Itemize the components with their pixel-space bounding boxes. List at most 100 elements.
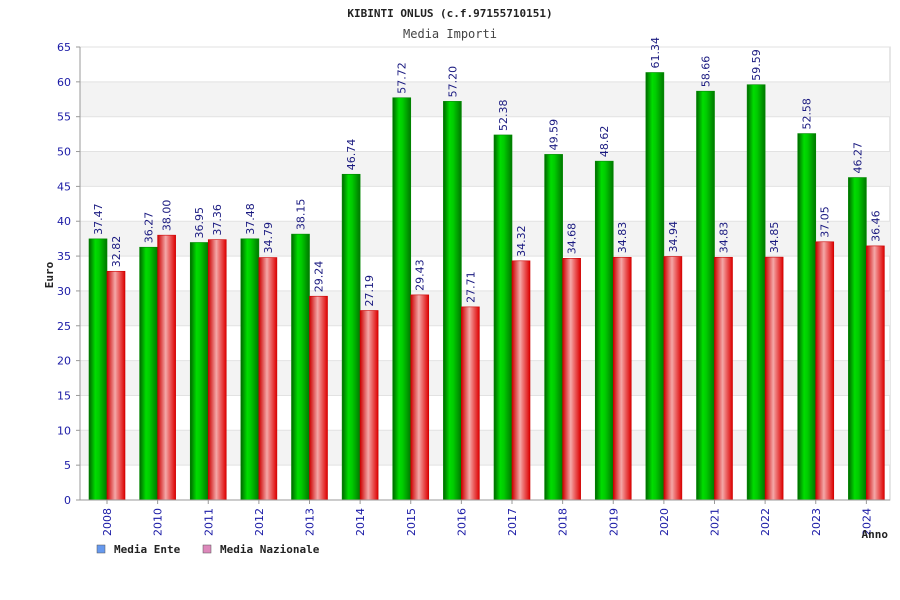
bar-media-nazionale-2016: [461, 306, 480, 501]
bar-media-nazionale-2018: [562, 258, 581, 501]
bar-media-ente-2020: [645, 72, 665, 501]
legend-swatch-media-nazionale: [202, 544, 212, 554]
data-label-media-nazionale-2017: 34.32: [515, 225, 528, 257]
x-tick-label-2021: 2021: [709, 508, 722, 536]
data-label-media-ente-2022: 59.59: [750, 49, 763, 81]
legend: Media Ente Media Nazionale: [96, 543, 320, 556]
chart-subtitle: Media Importi: [403, 27, 497, 41]
data-label-media-ente-2021: 58.66: [700, 56, 713, 88]
bar-media-nazionale-2014: [359, 310, 379, 501]
data-label-media-nazionale-2021: 34.83: [718, 222, 731, 254]
y-tick-label: 35: [57, 250, 71, 263]
data-label-media-nazionale-2010: 38.00: [161, 200, 174, 232]
y-tick-label: 60: [57, 76, 71, 89]
bar-media-nazionale-2022: [764, 256, 784, 501]
data-label-media-nazionale-2018: 34.68: [566, 223, 579, 255]
y-axis: 0 5 10 15 20 25 30 35 40 45 50 55 60 65: [57, 41, 81, 507]
bar-media-nazionale-2017: [511, 260, 531, 501]
bar-media-nazionale-2023: [815, 241, 835, 501]
grid-band: [80, 151, 890, 187]
y-tick-label: 20: [57, 355, 71, 368]
x-tick-label-2014: 2014: [354, 508, 367, 536]
data-label-media-nazionale-2020: 34.94: [667, 221, 680, 253]
x-tick-label-2013: 2013: [304, 508, 317, 536]
y-tick-label: 0: [64, 494, 71, 507]
x-tick-label-2015: 2015: [405, 508, 418, 536]
bar-media-nazionale-2021: [714, 256, 733, 501]
bar-media-ente-2018: [544, 154, 563, 501]
y-tick-label: 25: [57, 320, 71, 333]
data-label-media-ente-2010: 36.27: [143, 212, 156, 244]
bar-media-ente-2010: [139, 246, 158, 501]
x-tick-label-2022: 2022: [759, 508, 772, 536]
bar-media-nazionale-2013: [309, 295, 328, 501]
data-label-media-nazionale-2008: 32.82: [110, 236, 123, 268]
data-label-media-ente-2018: 49.59: [548, 119, 561, 151]
y-tick-label: 45: [57, 180, 71, 193]
y-tick-label: 30: [57, 285, 71, 298]
data-label-media-nazionale-2019: 34.83: [616, 222, 629, 254]
data-label-media-nazionale-2022: 34.85: [768, 222, 781, 254]
bar-media-ente-2012: [240, 238, 260, 501]
x-tick-label-2017: 2017: [506, 508, 519, 536]
x-tick-label-2011: 2011: [202, 508, 215, 536]
bar-media-ente-2008: [88, 238, 108, 501]
bar-media-ente-2019: [594, 160, 614, 501]
bar-media-ente-2016: [443, 101, 462, 501]
y-tick-label: 5: [64, 459, 71, 472]
bar-labels: 37.47 32.82 36.27 38.00 36.95 37.36 37.48 34.79…: [92, 37, 882, 306]
data-label-media-ente-2023: 52.58: [801, 98, 814, 130]
data-label-media-ente-2011: 36.95: [193, 207, 206, 239]
data-label-media-ente-2016: 57.20: [446, 66, 459, 98]
bar-media-ente-2023: [797, 133, 817, 501]
bar-media-ente-2014: [341, 173, 361, 501]
bar-media-ente-2011: [189, 242, 209, 501]
data-label-media-ente-2012: 37.48: [244, 203, 257, 235]
y-tick-label: 55: [57, 111, 71, 124]
chart-title: KIBINTI ONLUS (c.f.97155710151): [347, 7, 552, 20]
bar-media-nazionale-2020: [663, 256, 683, 501]
legend-label-media-nazionale: Media Nazionale: [220, 543, 320, 556]
bar-media-ente-2024: [848, 177, 867, 501]
bar-media-nazionale-2012: [258, 257, 278, 501]
y-tick-label: 40: [57, 215, 71, 228]
legend-swatch-media-ente: [96, 544, 106, 554]
bar-media-ente-2015: [392, 97, 412, 501]
data-label-media-ente-2019: 48.62: [598, 126, 611, 158]
data-label-media-nazionale-2023: 37.05: [819, 206, 832, 238]
bar-media-nazionale-2011: [207, 239, 227, 501]
bar-media-nazionale-2015: [410, 294, 430, 501]
x-tick-label-2023: 2023: [810, 508, 823, 536]
data-label-media-nazionale-2016: 27.71: [464, 271, 477, 303]
x-tick-label-2019: 2019: [607, 508, 620, 536]
bar-media-nazionale-2010: [157, 234, 176, 501]
data-label-media-nazionale-2024: 36.46: [869, 210, 882, 242]
data-label-media-nazionale-2013: 29.24: [313, 261, 326, 293]
bar-media-ente-2022: [746, 84, 766, 501]
x-tick-label-2010: 2010: [152, 508, 165, 536]
x-axis: 2008 2010 2011 2012 2013 2014 2015 2016 2017 2018…: [80, 499, 890, 536]
data-label-media-ente-2015: 57.72: [396, 62, 409, 94]
x-tick-label-2012: 2012: [253, 508, 266, 536]
bar-media-ente-2013: [291, 233, 310, 501]
bar-media-nazionale-2019: [612, 256, 632, 501]
data-label-media-nazionale-2012: 34.79: [262, 222, 275, 254]
data-label-media-nazionale-2011: 37.36: [211, 204, 224, 236]
data-label-media-ente-2013: 38.15: [295, 199, 308, 231]
x-tick-label-2016: 2016: [455, 508, 468, 536]
x-axis-label: Anno: [862, 528, 889, 541]
grid-band: [80, 81, 890, 117]
bar-media-nazionale-2024: [866, 245, 885, 501]
y-tick-label: 10: [57, 424, 71, 437]
x-tick-label-2018: 2018: [557, 508, 570, 536]
y-tick-label: 15: [57, 389, 71, 402]
data-label-media-ente-2024: 46.27: [851, 142, 864, 174]
data-label-media-nazionale-2015: 29.43: [414, 259, 427, 291]
x-tick-label-2020: 2020: [658, 508, 671, 536]
bar-media-nazionale-2008: [106, 270, 126, 501]
data-label-media-ente-2008: 37.47: [92, 203, 105, 235]
y-tick-label: 65: [57, 41, 71, 54]
data-label-media-ente-2020: 61.34: [649, 37, 662, 69]
data-label-media-nazionale-2014: 27.19: [363, 275, 376, 307]
